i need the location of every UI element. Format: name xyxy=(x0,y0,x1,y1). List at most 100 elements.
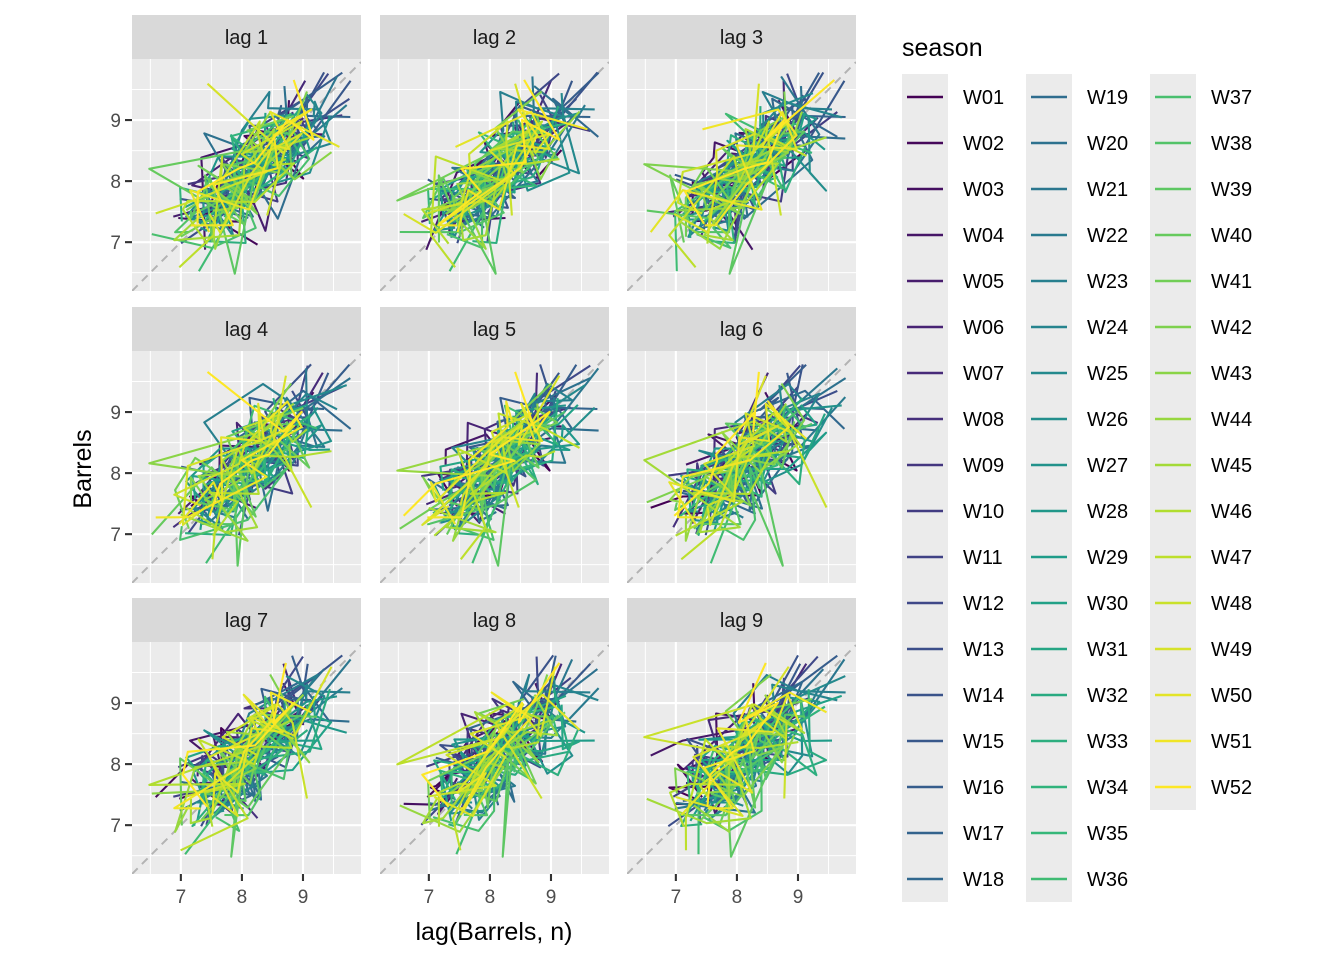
series-line-W49 xyxy=(421,375,561,526)
series-line-W47 xyxy=(180,703,295,852)
series-line-W45 xyxy=(703,128,827,242)
x-tick-label: 8 xyxy=(485,887,496,908)
facet-strip-label: lag 8 xyxy=(473,610,516,632)
series-line-W46 xyxy=(148,741,293,827)
facet-strip-label: lag 3 xyxy=(720,27,763,49)
legend-label: W29 xyxy=(1087,547,1128,569)
series-line-W24 xyxy=(695,392,821,530)
series-line-W52 xyxy=(438,79,561,225)
series-line-W46 xyxy=(669,741,799,828)
legend-label: W45 xyxy=(1211,455,1252,477)
series-line-W39 xyxy=(472,713,550,858)
series-line-W43 xyxy=(675,139,790,212)
y-tick-label: 8 xyxy=(110,172,121,193)
legend-label: W44 xyxy=(1211,409,1252,431)
series-line-W38 xyxy=(224,713,302,817)
legend-key-column xyxy=(902,74,948,902)
series-line-W33 xyxy=(697,426,806,537)
legend-label: W11 xyxy=(963,547,1003,569)
facet-strip-label: lag 1 xyxy=(225,27,268,49)
facet-panel-lag-5: lag 5 xyxy=(380,307,609,583)
series-line-W48 xyxy=(703,412,828,508)
legend-label: W35 xyxy=(1087,823,1128,845)
legend-label: W08 xyxy=(963,409,1004,431)
series-line-W51 xyxy=(173,691,312,810)
series-line-W52 xyxy=(706,662,779,807)
y-tick-label: 9 xyxy=(110,403,121,424)
facet-strip-label: lag 7 xyxy=(225,610,268,632)
series-line-W47 xyxy=(178,120,265,269)
legend-label: W47 xyxy=(1211,547,1252,569)
series-line-W52 xyxy=(196,79,315,224)
series-line-W46 xyxy=(208,450,332,537)
series-line-W46 xyxy=(437,741,540,827)
facet-panel-lag-3: lag 3 xyxy=(627,15,856,291)
series-line-W51 xyxy=(155,400,303,519)
series-line-W18 xyxy=(468,680,560,806)
series-line-W39 xyxy=(646,130,806,275)
legend-label: W21 xyxy=(1087,179,1128,201)
series-line-W50 xyxy=(189,110,340,233)
legend-label: W28 xyxy=(1087,501,1128,523)
legend-label: W10 xyxy=(963,501,1004,523)
legend-label: W26 xyxy=(1087,409,1128,431)
legend-label: W16 xyxy=(963,777,1004,799)
y-tick-label: 8 xyxy=(110,755,121,776)
x-tick-label: 8 xyxy=(237,887,248,908)
facet-strip-label: lag 6 xyxy=(720,319,763,341)
panel-data xyxy=(380,644,609,874)
legend-label: W24 xyxy=(1087,317,1128,339)
legend-label: W04 xyxy=(963,225,1004,247)
legend-label: W33 xyxy=(1087,731,1128,753)
legend-label: W41 xyxy=(1211,271,1252,293)
legend: season W01 W02 W03 W04 W05 W06 W07 W08 W09 W10 W11 W… xyxy=(902,34,1252,902)
facet-strip xyxy=(380,307,609,351)
series-line-W37 xyxy=(453,410,566,541)
facet-strip xyxy=(627,15,856,59)
x-tick-label: 7 xyxy=(671,887,682,908)
legend-key-column xyxy=(1150,74,1196,810)
series-line-W23 xyxy=(203,382,288,497)
x-tick-label: 9 xyxy=(298,887,309,908)
legend-label: W13 xyxy=(963,639,1004,661)
legend-label: W18 xyxy=(963,869,1004,891)
series-line-W47 xyxy=(211,412,284,560)
facet-strip xyxy=(380,598,609,642)
legend-label: W42 xyxy=(1211,317,1252,339)
series-line-W52 xyxy=(402,371,551,517)
series-line-W50 xyxy=(455,110,551,233)
facet-panel-lag-7: lag 7 7 8 9 7 8 9 xyxy=(110,598,361,908)
series-line-W47 xyxy=(684,703,787,851)
legend-label: W06 xyxy=(963,317,1004,339)
series-line-W49 xyxy=(673,83,760,234)
series-line-W49 xyxy=(206,82,303,234)
legend-label: W52 xyxy=(1211,777,1252,799)
facet-strip xyxy=(132,598,361,642)
facet-strip xyxy=(627,598,856,642)
series-line-W33 xyxy=(680,717,818,828)
series-line-W49 xyxy=(433,666,557,817)
series-line-W41 xyxy=(180,114,295,238)
series-line-W48 xyxy=(155,120,303,216)
y-tick-label: 9 xyxy=(110,694,121,715)
y-tick-label: 7 xyxy=(110,233,121,254)
series-line-W51 xyxy=(460,691,532,810)
y-tick-label: 9 xyxy=(110,111,121,132)
series-line-W46 xyxy=(675,450,789,537)
x-tick-label: 9 xyxy=(793,887,804,908)
series-line-W31 xyxy=(466,704,581,783)
series-line-W39 xyxy=(422,130,552,275)
series-line-W50 xyxy=(649,110,798,233)
series-line-W46 xyxy=(421,158,560,245)
series-line-W52 xyxy=(673,371,760,517)
facet-panel-lag-4: lag 4 7 8 9 xyxy=(110,307,361,583)
legend-label: W31 xyxy=(1087,639,1128,661)
series-line-W33 xyxy=(191,717,309,828)
series-line-W48 xyxy=(428,703,543,800)
series-line-W46 xyxy=(433,450,556,537)
series-line-W47 xyxy=(396,703,541,851)
facet-strip-label: lag 2 xyxy=(473,27,516,49)
legend-label: W30 xyxy=(1087,593,1128,615)
series-line-W48 xyxy=(676,120,791,216)
series-line-W36 xyxy=(455,695,539,855)
